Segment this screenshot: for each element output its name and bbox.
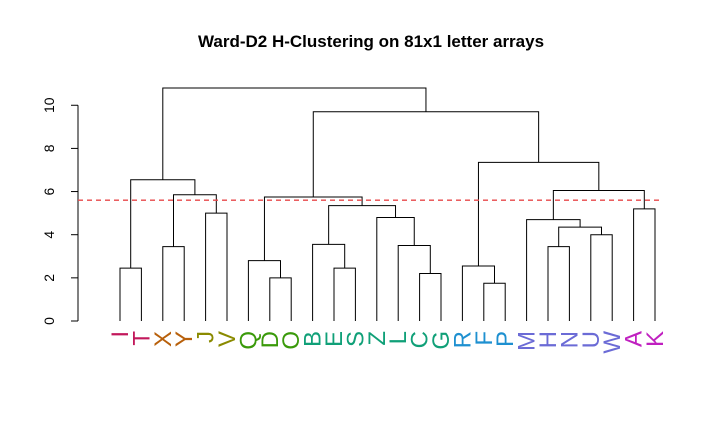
y-tick-label: 0 — [41, 317, 57, 325]
dendrogram-branch — [477, 161, 600, 266]
dendrogram-branch — [162, 87, 427, 180]
dendrogram-branch — [483, 282, 506, 321]
leaf-label: Q — [235, 331, 262, 350]
leaf-label: C — [407, 331, 434, 348]
leaf-label: Y — [171, 331, 198, 347]
leaf-label: O — [278, 331, 305, 350]
leaf-label: M — [514, 331, 541, 351]
leaf-label: Z — [364, 331, 391, 346]
dendrogram-branch — [312, 243, 346, 321]
leaf-label: D — [257, 331, 284, 348]
dendrogram-branch — [205, 212, 228, 321]
leaf-label: T — [128, 331, 155, 346]
y-tick-label: 6 — [41, 187, 57, 195]
leaf-label: B — [300, 331, 327, 347]
leaf-label: F — [471, 331, 498, 346]
y-tick-label: 8 — [41, 144, 57, 152]
dendrogram-branch — [558, 226, 602, 247]
leaf-label: W — [599, 331, 626, 354]
leaf-label: L — [385, 331, 412, 344]
dendrogram-branch — [552, 189, 645, 220]
leaf-label: J — [193, 331, 220, 343]
dendrogram-branch — [130, 179, 196, 269]
y-tick-label: 10 — [41, 97, 57, 113]
leaf-label: H — [535, 331, 562, 348]
leaf-label: X — [150, 331, 177, 347]
leaf-label: P — [492, 331, 519, 347]
leaf-label: R — [449, 331, 476, 348]
dendrogram-branch — [590, 234, 613, 321]
dendrogram-branch — [162, 246, 185, 321]
chart-title: Ward-D2 H-Clustering on 81x1 letter arra… — [198, 32, 544, 51]
dendrogram-branch — [526, 219, 581, 321]
dendrogram-branch — [119, 267, 142, 321]
dendrogram-branch — [312, 111, 540, 197]
dendrogram-branch — [397, 244, 431, 321]
dendrogram-branch — [633, 208, 656, 321]
leaf-label: N — [556, 331, 583, 348]
dendrogram-branches — [119, 87, 656, 321]
leaf-label: E — [321, 331, 348, 347]
dendrogram-branch — [376, 216, 415, 321]
dendrogram-branch — [247, 260, 281, 321]
dendrogram-branch — [461, 265, 495, 321]
leaf-label: I — [107, 331, 134, 338]
y-tick-label: 4 — [41, 231, 57, 239]
leaf-label: K — [642, 331, 669, 347]
dendrogram-branch — [419, 273, 442, 321]
dendrogram-branch — [547, 246, 570, 321]
leaf-label: U — [578, 331, 605, 348]
y-axis: 0 2 4 6 8 10 — [41, 97, 79, 325]
leaf-label: S — [342, 331, 369, 347]
dendrogram-branch — [173, 194, 217, 247]
dendrogram-branch — [263, 196, 363, 261]
dendrogram-branch — [328, 205, 397, 245]
dendrogram-branch — [333, 267, 356, 321]
dendrogram-branch — [269, 277, 292, 321]
y-tick-label: 2 — [41, 274, 57, 282]
leaf-label: V — [214, 331, 241, 347]
leaf-label: G — [428, 331, 455, 350]
leaf-label: A — [621, 331, 648, 347]
